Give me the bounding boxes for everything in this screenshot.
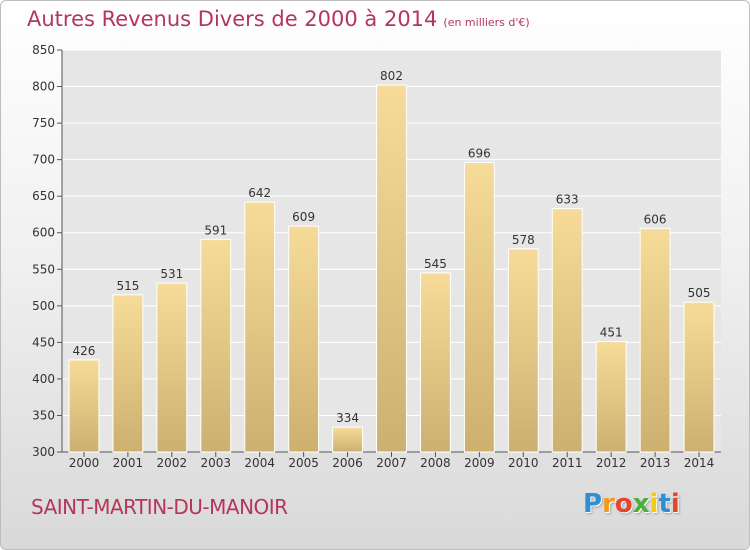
- y-tick-label: 700: [32, 153, 55, 167]
- x-tick-label: 2003: [200, 456, 231, 470]
- bar-value-label: 545: [424, 257, 447, 271]
- bar-value-label: 591: [204, 223, 227, 237]
- bar-value-label: 696: [468, 147, 491, 161]
- x-tick-label: 2000: [69, 456, 100, 470]
- bar-value-label: 802: [380, 69, 403, 83]
- bar-2002: [156, 282, 188, 453]
- bar-2009: [463, 162, 495, 453]
- bar-2013: [639, 227, 671, 453]
- chart-unit-note: (en milliers d'€): [443, 16, 530, 29]
- bar-value-label: 426: [73, 344, 96, 358]
- bar-2004: [244, 201, 276, 453]
- bar-value-label: 642: [248, 186, 271, 200]
- place-name: SAINT-MARTIN-DU-MANOIR: [31, 495, 288, 519]
- logo-letter: t: [658, 489, 671, 519]
- y-tick-label: 650: [32, 189, 55, 203]
- bar-value-label: 451: [600, 326, 623, 340]
- x-tick-label: 2004: [244, 456, 275, 470]
- bar-2000: [68, 359, 100, 453]
- x-tick-label: 2008: [420, 456, 451, 470]
- y-tick-label: 800: [32, 80, 55, 94]
- bar-2005: [288, 225, 320, 453]
- proxiti-logo: Proxiti: [583, 489, 680, 519]
- bar-value-label: 609: [292, 210, 315, 224]
- x-tick-label: 2005: [288, 456, 319, 470]
- chart-title: Autres Revenus Divers de 2000 à 2014 (en …: [27, 7, 530, 31]
- y-tick-label: 500: [32, 299, 55, 313]
- logo-letter: i: [649, 489, 659, 519]
- chart-title-text: Autres Revenus Divers de 2000 à 2014: [27, 7, 438, 31]
- bar-2012: [595, 341, 627, 453]
- x-tick-label: 2006: [332, 456, 363, 470]
- bar-2003: [200, 238, 232, 453]
- x-tick-label: 2002: [157, 456, 188, 470]
- bar-2001: [112, 294, 144, 453]
- bar-value-label: 531: [160, 267, 183, 281]
- y-tick-label: 350: [32, 408, 55, 422]
- bar-2010: [507, 248, 539, 453]
- x-tick-label: 2001: [113, 456, 144, 470]
- x-tick-label: 2007: [376, 456, 407, 470]
- y-tick-label: 750: [32, 116, 55, 130]
- y-tick-label: 400: [32, 372, 55, 386]
- logo-letter: x: [632, 489, 650, 519]
- logo-letter: r: [602, 489, 615, 519]
- y-tick-label: 450: [32, 335, 55, 349]
- x-tick-label: 2012: [596, 456, 627, 470]
- bar-value-label: 334: [336, 411, 359, 425]
- bar-2007: [376, 84, 407, 453]
- y-tick-label: 600: [32, 226, 55, 240]
- y-tick-label: 300: [32, 445, 55, 459]
- x-tick-label: 2009: [464, 456, 495, 470]
- logo-letter: o: [614, 489, 633, 519]
- bar-2011: [551, 208, 583, 453]
- bar-2014: [683, 301, 715, 453]
- logo-letter: i: [670, 489, 680, 519]
- x-tick-label: 2011: [552, 456, 583, 470]
- bar-value-label: 633: [556, 193, 579, 207]
- x-tick-label: 2010: [508, 456, 539, 470]
- bar-2008: [419, 272, 451, 453]
- bar-2006: [332, 426, 364, 453]
- bar-value-label: 578: [512, 233, 535, 247]
- y-tick-label: 550: [32, 262, 55, 276]
- y-tick-label: 850: [32, 43, 55, 57]
- logo-letter: P: [583, 489, 603, 519]
- x-tick-label: 2014: [684, 456, 715, 470]
- bar-value-label: 606: [644, 212, 667, 226]
- x-tick-label: 2013: [640, 456, 671, 470]
- bar-value-label: 515: [116, 279, 139, 293]
- bar-value-label: 505: [688, 286, 711, 300]
